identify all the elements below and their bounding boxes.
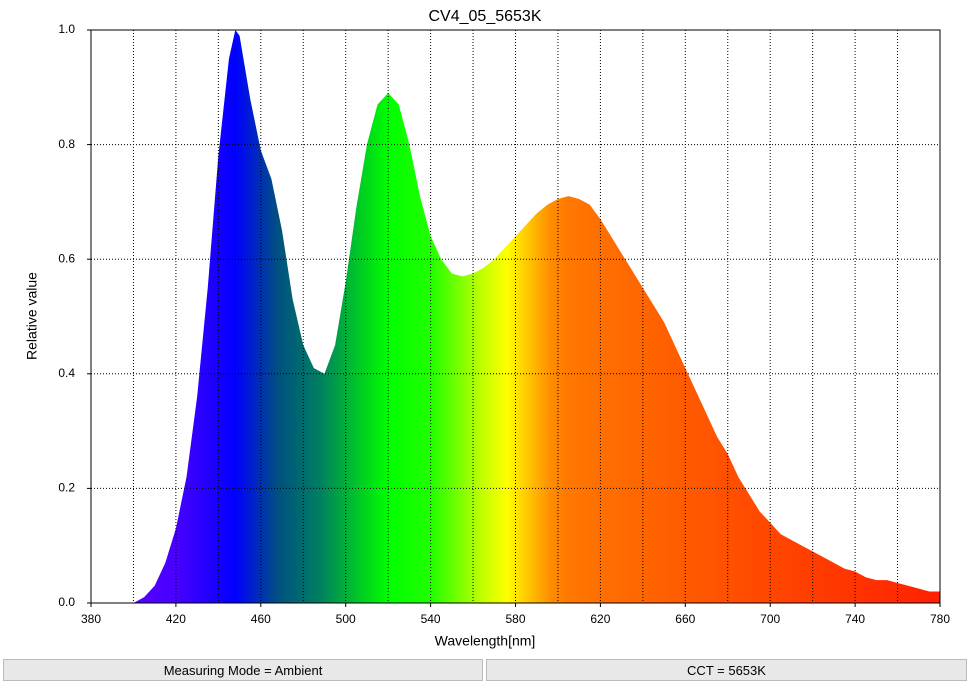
- x-tick-label: 580: [505, 612, 525, 626]
- status-right: CCT = 5653K: [486, 659, 967, 681]
- x-tick-label: 380: [81, 612, 101, 626]
- x-axis-label: Wavelength[nm]: [435, 633, 536, 649]
- y-tick-label: 0.0: [58, 595, 75, 609]
- y-tick-label: 0.4: [58, 366, 75, 380]
- plot-frame: [90, 29, 941, 604]
- x-tick-label: 780: [930, 612, 950, 626]
- chart: CV4_05_5653K Wavelength[nm] Relative val…: [24, 8, 951, 649]
- x-tick-label: 500: [336, 612, 356, 626]
- x-tick-label: 540: [421, 612, 441, 626]
- x-tick-label: 660: [675, 612, 695, 626]
- spectrum-area: [133, 30, 940, 603]
- y-tick-label: 1.0: [58, 22, 75, 36]
- x-tick-label: 460: [251, 612, 271, 626]
- y-axis-label: Relative value: [24, 272, 40, 360]
- x-tick-label: 740: [845, 612, 865, 626]
- x-tick-label: 420: [166, 612, 186, 626]
- y-tick-label: 0.2: [58, 481, 75, 495]
- x-tick-label: 700: [760, 612, 780, 626]
- x-tick-label: 620: [590, 612, 610, 626]
- y-tick-label: 0.6: [58, 251, 75, 265]
- status-left: Measuring Mode = Ambient: [3, 659, 483, 681]
- y-tick-label: 0.8: [58, 137, 75, 151]
- chart-title: CV4_05_5653K: [429, 8, 542, 25]
